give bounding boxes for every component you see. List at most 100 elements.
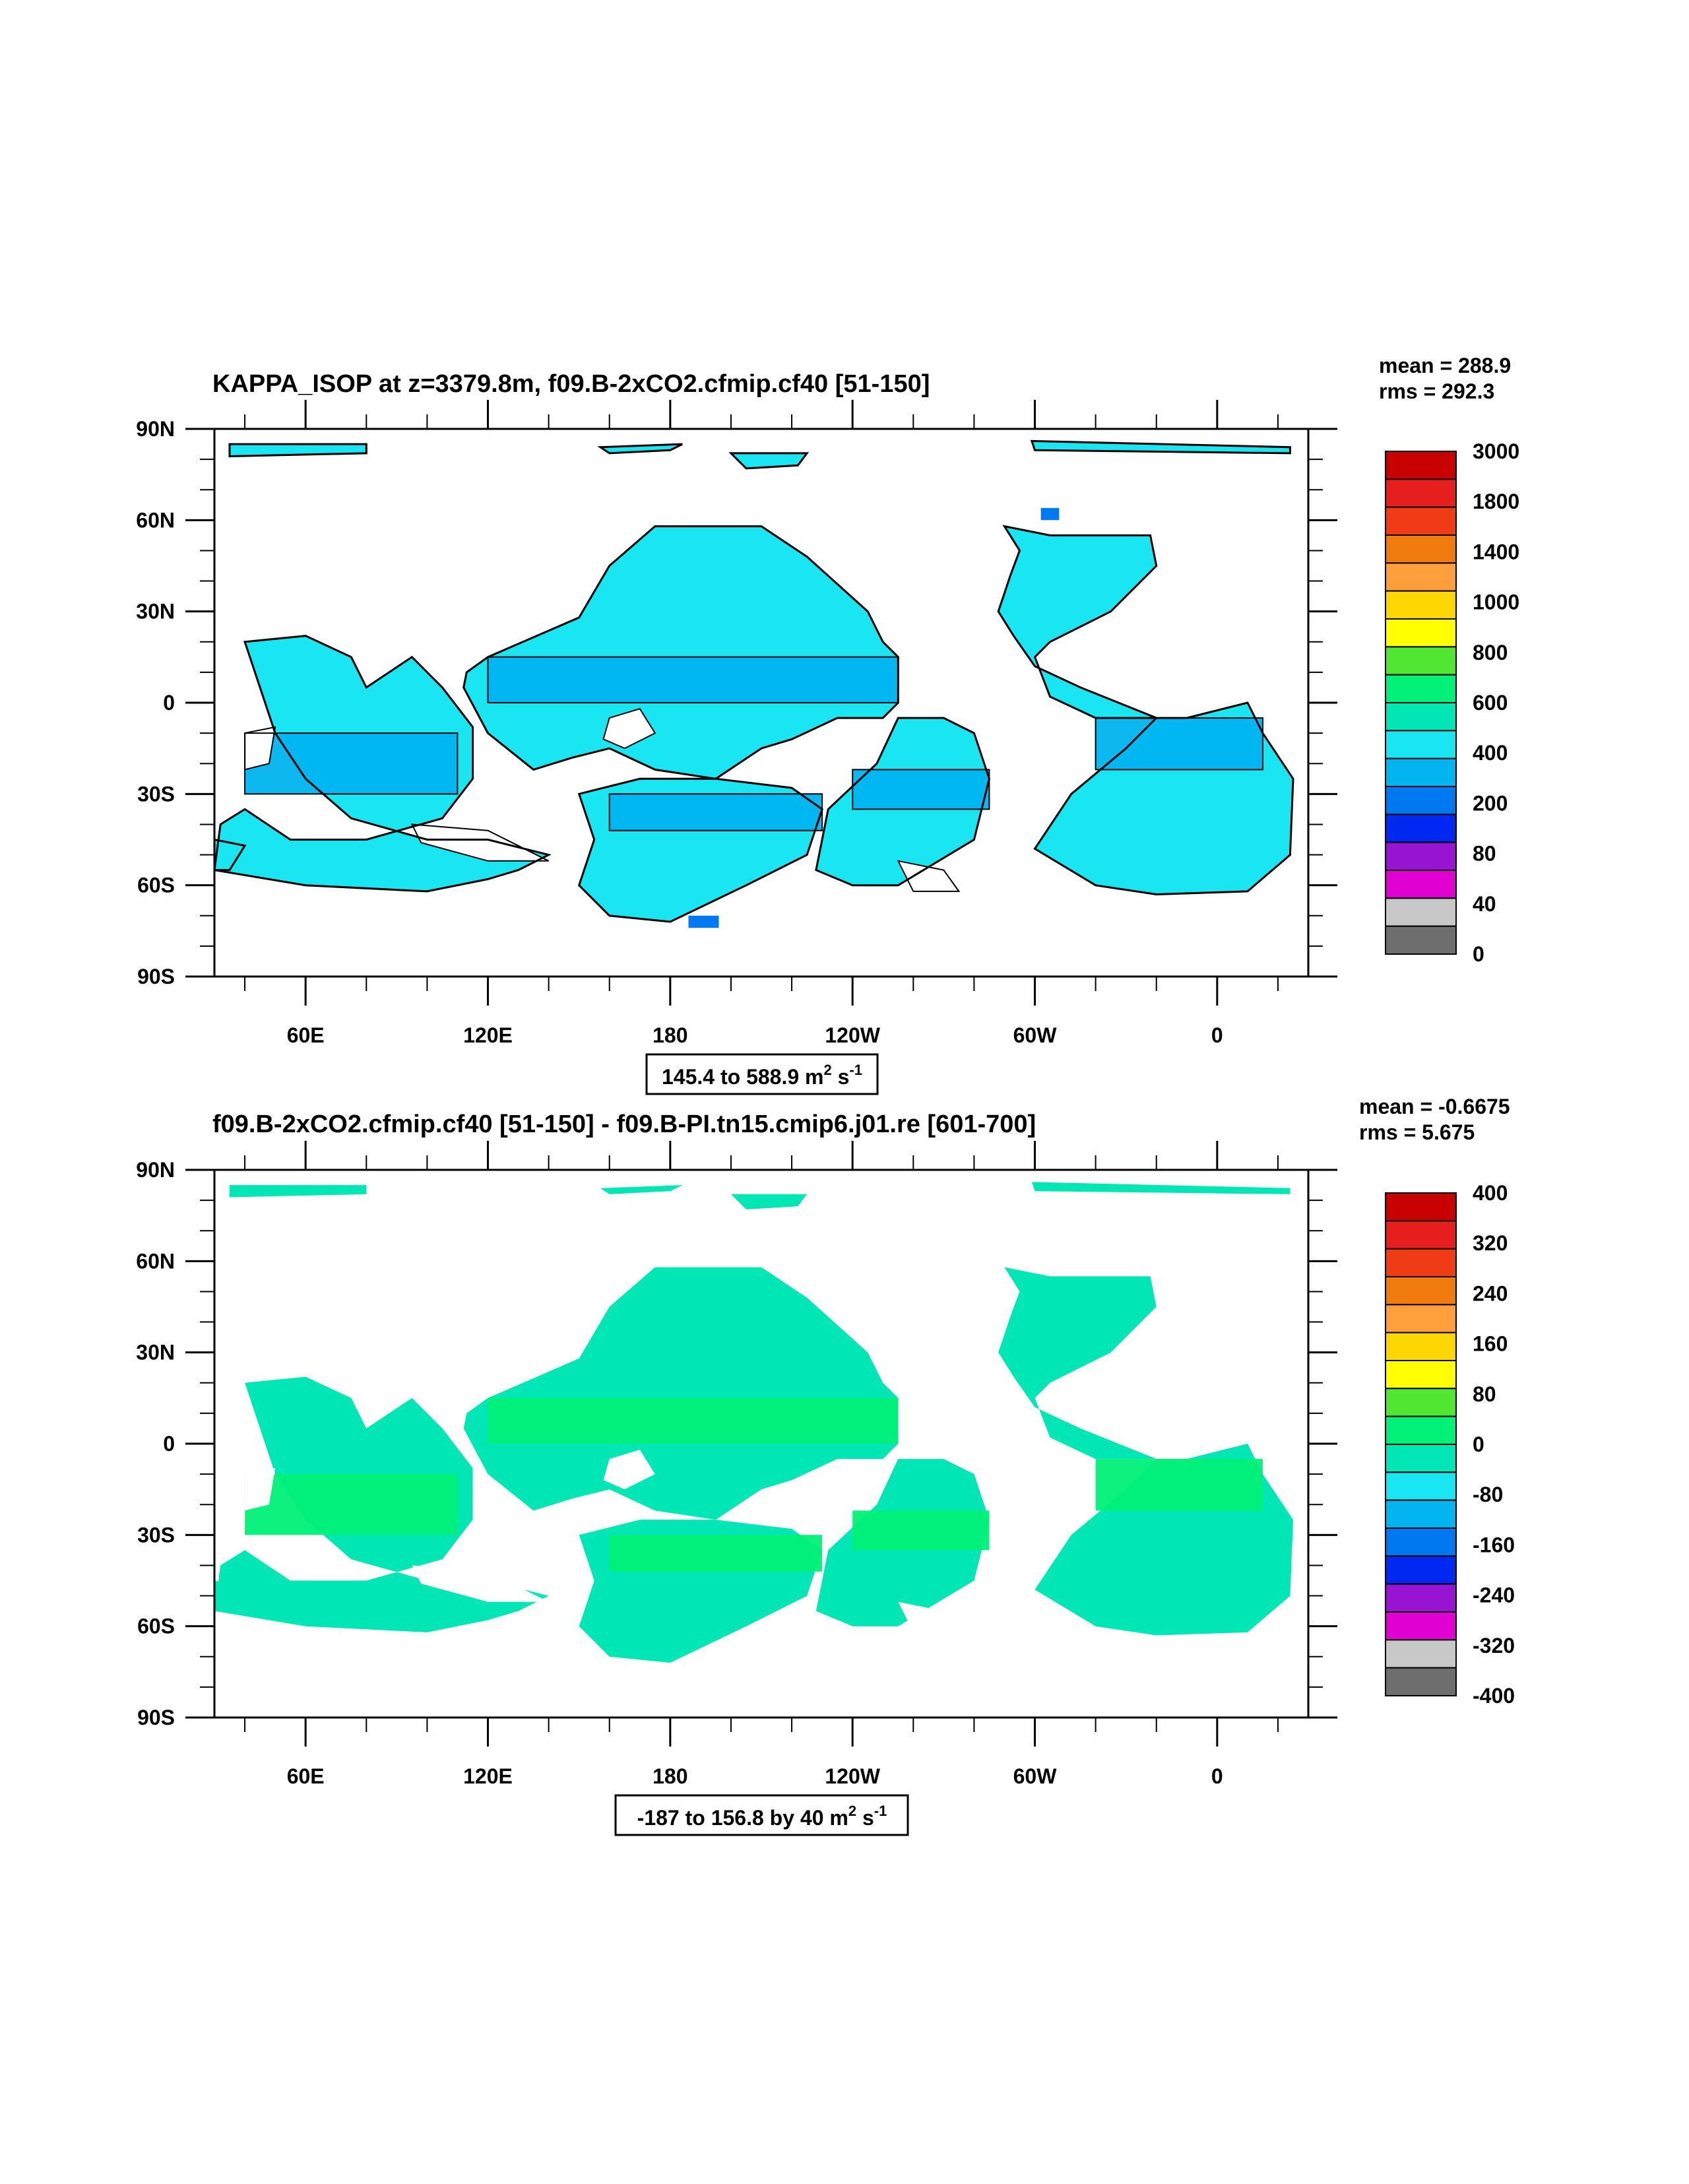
contour-line xyxy=(1095,717,1263,771)
colorbar-swatch xyxy=(1385,757,1457,787)
colorbar-swatch xyxy=(1385,1415,1457,1446)
masked-region xyxy=(898,1601,959,1632)
field-band xyxy=(852,769,990,810)
colorbar-label: 0 xyxy=(1473,942,1484,966)
field-band xyxy=(609,1535,823,1572)
field-band xyxy=(1095,1459,1263,1511)
colorbar-label: 40 xyxy=(1473,892,1496,916)
x-tick-label: 60E xyxy=(287,1023,325,1047)
colorbar-swatch xyxy=(1385,562,1457,592)
colorbar-label: 200 xyxy=(1473,791,1508,815)
contour-line xyxy=(602,708,656,750)
x-tick-label: 0 xyxy=(1211,1023,1223,1047)
colorbar-label: -320 xyxy=(1473,1634,1515,1657)
colorbar-label: 400 xyxy=(1473,741,1508,765)
x-tick-label: 120W xyxy=(825,1764,880,1788)
colorbar-swatch xyxy=(1385,1583,1457,1613)
contour-line xyxy=(462,525,899,780)
x-tick-label: 60W xyxy=(1013,1023,1058,1047)
ocean-field xyxy=(600,444,683,453)
mean-label: mean = -0.6675 xyxy=(1359,1095,1510,1118)
colorbar-label: -80 xyxy=(1473,1483,1503,1506)
field-patch xyxy=(1040,507,1060,521)
range-label: -187 to 156.8 by 40 m2 s-1 xyxy=(637,1803,887,1830)
colorbar-swatch xyxy=(1385,478,1457,508)
contour-line xyxy=(1030,439,1291,455)
colorbar-label: -240 xyxy=(1473,1584,1515,1607)
colorbar-label: 80 xyxy=(1473,1382,1496,1406)
data-layer xyxy=(214,439,1294,928)
field-band xyxy=(609,794,823,831)
x-tick-label: 120E xyxy=(463,1023,513,1047)
ocean-field xyxy=(463,526,899,779)
field-band xyxy=(245,733,458,794)
contour-line xyxy=(244,726,276,771)
contour-line xyxy=(997,525,1294,896)
y-tick-label: 30N xyxy=(136,600,175,624)
colorbar-swatch xyxy=(1385,506,1457,536)
range-box xyxy=(614,1794,909,1836)
ocean-field xyxy=(730,453,808,468)
colorbar-label: 160 xyxy=(1473,1332,1508,1356)
y-tick-label: 60S xyxy=(137,1615,175,1638)
colorbar-swatch xyxy=(1385,814,1457,843)
colorbar-label: 1000 xyxy=(1473,591,1519,614)
x-tick-label: 120W xyxy=(825,1023,880,1047)
colorbar-label: 3000 xyxy=(1473,439,1519,463)
ocean-field xyxy=(600,1185,683,1194)
colorbar-label: 80 xyxy=(1473,842,1496,866)
contour-line xyxy=(244,732,459,795)
colorbar-swatch xyxy=(1385,730,1457,759)
colorbar-swatch xyxy=(1385,1248,1457,1277)
y-tick-label: 90N xyxy=(136,417,175,441)
colorbar-label: 400 xyxy=(1473,1181,1508,1205)
colorbar-swatch xyxy=(1385,1667,1457,1697)
y-tick-label: 90S xyxy=(137,1706,175,1729)
colorbar-swatch xyxy=(1385,870,1457,899)
colorbar-swatch xyxy=(1385,590,1457,620)
ocean-field xyxy=(998,1267,1293,1636)
ocean-field xyxy=(463,1267,899,1520)
masked-region xyxy=(603,709,655,749)
colorbar-label: 0 xyxy=(1473,1432,1484,1456)
masked-region xyxy=(412,824,549,861)
colorbar-swatch xyxy=(1385,1471,1457,1501)
colorbar-swatch xyxy=(1385,1444,1457,1473)
contour-line xyxy=(214,635,552,893)
colorbar-swatch xyxy=(1385,1220,1457,1250)
colorbar-swatch xyxy=(1385,1611,1457,1641)
field-band xyxy=(488,1397,899,1444)
colorbar-swatch xyxy=(1385,1360,1457,1390)
x-tick-label: 60W xyxy=(1013,1764,1058,1788)
x-tick-label: 0 xyxy=(1211,1764,1223,1788)
colorbar-swatch xyxy=(1385,534,1457,564)
y-tick-label: 90S xyxy=(137,965,175,988)
y-tick-label: 60S xyxy=(137,874,175,897)
mean-label: mean = 288.9 xyxy=(1379,354,1511,377)
range-label: 145.4 to 588.9 m2 s-1 xyxy=(662,1062,862,1089)
field-band xyxy=(245,1474,458,1535)
colorbar-label: 320 xyxy=(1473,1231,1508,1255)
field-band xyxy=(488,657,899,703)
x-tick-label: 180 xyxy=(653,1023,687,1047)
y-tick-label: 30S xyxy=(137,782,175,806)
colorbar-label: 1400 xyxy=(1473,540,1519,563)
colorbar-swatch xyxy=(1385,1639,1457,1669)
colorbar-label: -160 xyxy=(1473,1533,1515,1557)
masked-region xyxy=(245,1467,276,1511)
colorbar-swatch xyxy=(1385,618,1457,648)
ocean-field xyxy=(214,839,245,870)
colorbar-swatch xyxy=(1385,674,1457,704)
colorbar-swatch xyxy=(1385,1304,1457,1333)
y-tick-label: 60N xyxy=(136,1249,175,1273)
y-tick-label: 60N xyxy=(136,508,175,532)
colorbar-swatch xyxy=(1385,1555,1457,1585)
y-tick-label: 90N xyxy=(136,1158,175,1182)
field-patch xyxy=(688,915,719,928)
colorbar-swatch xyxy=(1385,1527,1457,1557)
y-tick-label: 0 xyxy=(163,1432,175,1456)
x-tick-label: 60E xyxy=(287,1764,325,1788)
masked-region xyxy=(412,1565,549,1602)
ocean-field xyxy=(998,526,1293,895)
contour-line xyxy=(728,452,810,470)
